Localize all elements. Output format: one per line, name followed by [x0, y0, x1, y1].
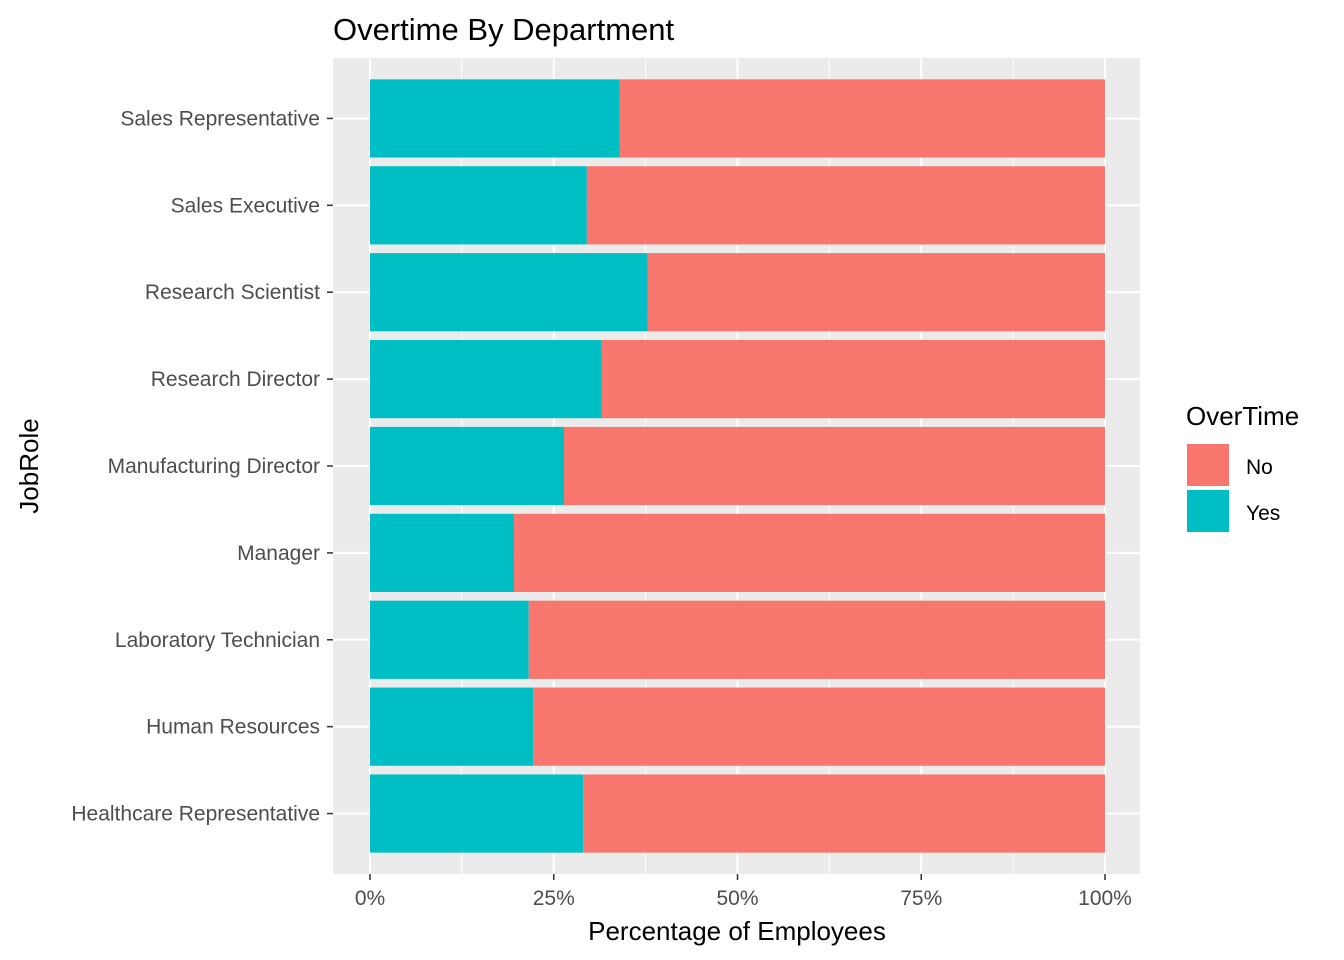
y-axis-title: JobRole	[14, 418, 44, 513]
bar-yes	[370, 166, 587, 245]
legend-label-no: No	[1246, 456, 1273, 479]
bar-no	[619, 79, 1105, 158]
x-tick-label: 25%	[533, 887, 575, 910]
bar-yes	[370, 79, 620, 158]
y-tick-label: Manager	[237, 542, 320, 565]
x-tick-label: 50%	[716, 887, 758, 910]
y-axis-ticks: Sales Representative Sales Executive Resea…	[71, 107, 333, 826]
bar-yes	[370, 253, 648, 332]
bar-yes	[370, 600, 529, 679]
y-tick-label: Sales Representative	[120, 107, 320, 130]
y-tick-label: Sales Executive	[171, 194, 320, 217]
bar-no	[586, 166, 1105, 245]
bar-no	[533, 687, 1105, 766]
legend-title: OverTime	[1186, 401, 1299, 431]
y-tick-label: Laboratory Technician	[115, 629, 320, 652]
y-tick-label: Human Resources	[146, 716, 320, 739]
bar-no	[514, 513, 1105, 592]
bars	[370, 79, 1105, 853]
bar-no	[528, 600, 1105, 679]
x-axis-ticks: 0% 25% 50% 75% 100%	[355, 874, 1132, 910]
legend-label-yes: Yes	[1246, 502, 1280, 525]
bar-yes	[370, 426, 565, 506]
bar-yes	[370, 687, 534, 766]
x-tick-label: 0%	[355, 887, 385, 910]
x-tick-label: 75%	[900, 887, 942, 910]
y-tick-label: Research Scientist	[145, 281, 320, 304]
bar-yes	[370, 513, 515, 592]
y-tick-label: Manufacturing Director	[108, 455, 320, 478]
bar-yes	[370, 774, 584, 853]
chart-title: Overtime By Department	[333, 12, 674, 47]
y-tick-label: Healthcare Representative	[71, 803, 320, 826]
x-axis-title: Percentage of Employees	[588, 916, 886, 946]
legend: OverTime No Yes	[1186, 401, 1299, 532]
bar-no	[601, 340, 1105, 419]
y-tick-label: Research Director	[151, 368, 320, 391]
bar-no	[647, 253, 1105, 332]
bar-no	[564, 426, 1105, 506]
bar-no	[583, 774, 1105, 853]
bar-yes	[370, 340, 602, 419]
legend-key-yes	[1187, 490, 1229, 532]
x-tick-label: 100%	[1078, 887, 1132, 910]
legend-key-no	[1187, 444, 1229, 486]
